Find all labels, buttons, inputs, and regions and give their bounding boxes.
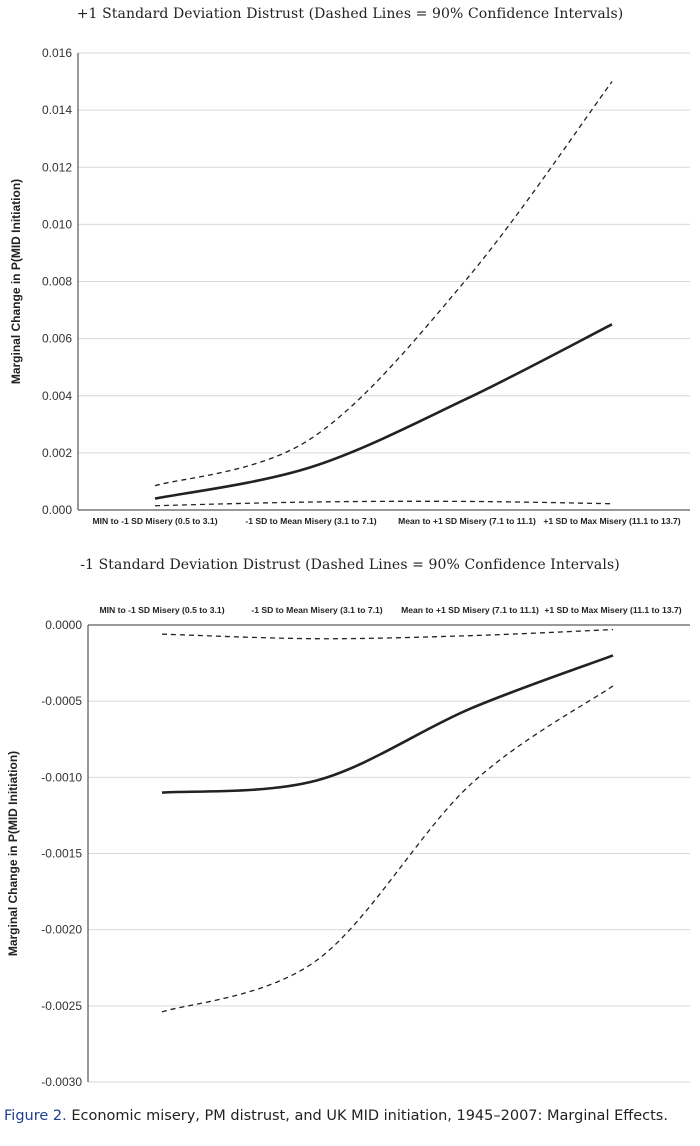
confidence-interval-line-1 (154, 81, 613, 487)
figure-caption-text: Economic misery, PM distrust, and UK MID… (66, 1108, 668, 1124)
y-tick-label: 0.016 (42, 46, 72, 60)
x-tick-label: +1 SD to Max Misery (11.1 to 13.7) (543, 516, 680, 526)
y-axis-label: Marginal Change in P(MID Initiation) (6, 751, 20, 956)
y-tick-label: 0.012 (42, 160, 72, 174)
marginal-effect-line (161, 654, 614, 794)
x-tick-label: MIN to -1 SD Misery (0.5 to 3.1) (99, 605, 224, 615)
chart-bottom: 0.0000 -0.0005 -0.0010 -0.0015 -0.0020 -0.002… (6, 605, 690, 1089)
y-tick-label: -0.0025 (41, 999, 82, 1013)
y-tick-label: 0.0000 (45, 618, 82, 632)
y-tick-label: 0.006 (42, 332, 72, 346)
x-tick-label: +1 SD to Max Misery (11.1 to 13.7) (544, 605, 681, 615)
chart-title-bottom: -1 Standard Deviation Distrust (Dashed L… (80, 557, 620, 573)
y-tick-label: 0.008 (42, 275, 72, 289)
y-tick-label: -0.0005 (41, 694, 82, 708)
y-tick-label: 0.010 (42, 217, 72, 231)
chart-title-top: +1 Standard Deviation Distrust (Dashed L… (76, 6, 624, 22)
y-tick-label: 0.014 (42, 103, 72, 117)
figure-caption: Figure 2. Economic misery, PM distrust, … (4, 1108, 696, 1124)
y-tick-label: 0.002 (42, 446, 72, 460)
y-axis-label: Marginal Change in P(MID Initiation) (9, 179, 23, 384)
x-tick-label: -1 SD to Mean Misery (3.1 to 7.1) (251, 605, 382, 615)
confidence-interval-line-1 (161, 628, 614, 640)
y-tick-label: -0.0010 (41, 770, 82, 784)
y-tick-label: 0.000 (42, 503, 72, 517)
y-tick-label: -0.0015 (41, 847, 82, 861)
x-tick-label: MIN to -1 SD Misery (0.5 to 3.1) (92, 516, 217, 526)
y-tick-label: 0.004 (42, 389, 72, 403)
x-tick-label: -1 SD to Mean Misery (3.1 to 7.1) (245, 516, 376, 526)
y-tick-label: -0.0030 (41, 1075, 82, 1089)
x-tick-label: Mean to +1 SD Misery (7.1 to 11.1) (401, 605, 539, 615)
figure-label: Figure 2. (4, 1108, 67, 1124)
confidence-interval-line-2 (154, 500, 613, 507)
y-tick-label: -0.0020 (41, 923, 82, 937)
chart-top: 0.016 0.014 0.012 0.010 0.008 0.006 0.004 0.002… (9, 46, 690, 526)
marginal-effect-line (154, 323, 613, 500)
confidence-interval-line-2 (161, 685, 614, 1013)
x-tick-label: Mean to +1 SD Misery (7.1 to 11.1) (398, 516, 536, 526)
